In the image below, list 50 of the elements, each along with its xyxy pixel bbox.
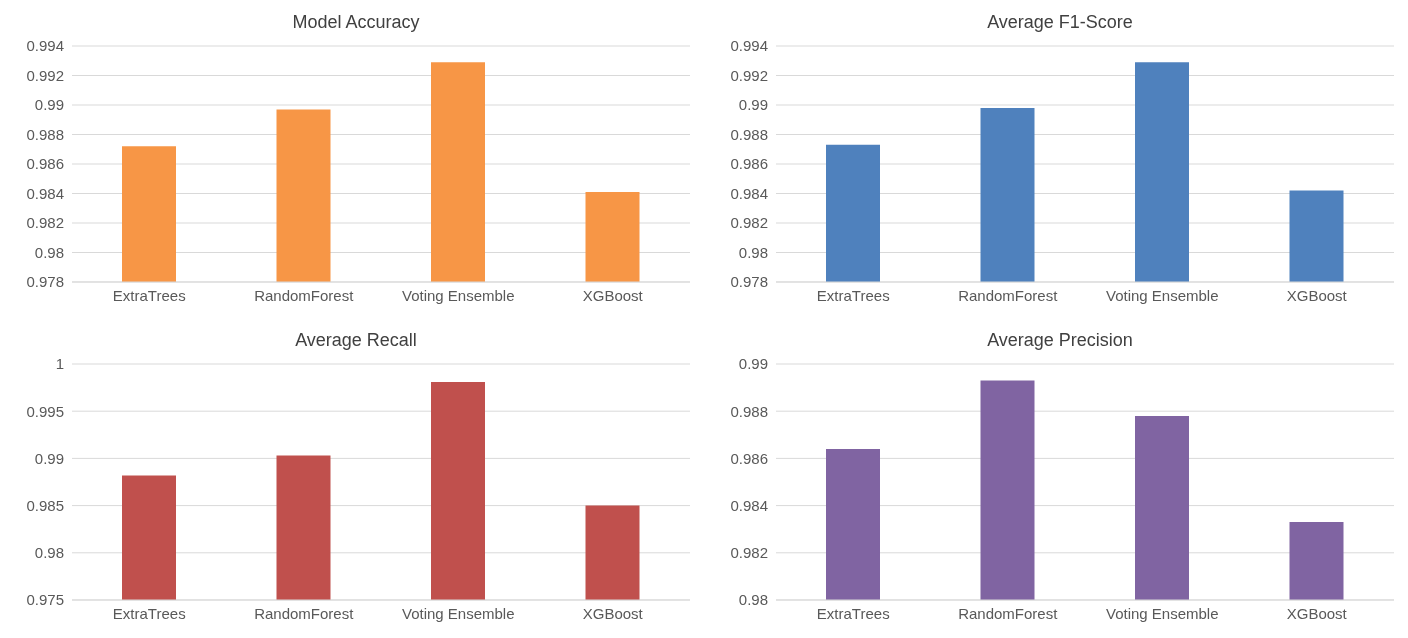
x-tick-label: RandomForest (958, 286, 1059, 304)
y-tick-label: 0.984 (730, 184, 768, 202)
x-tick-label: Voting Ensemble (401, 604, 515, 622)
y-tick-label: 0.985 (26, 496, 64, 514)
y-tick-label: 0.982 (26, 214, 64, 232)
x-tick-label: Voting Ensemble (401, 286, 515, 304)
y-tick-label: 0.99 (34, 96, 64, 114)
y-tick-label: 0.994 (26, 37, 64, 55)
x-tick-label: ExtraTrees (112, 604, 186, 622)
x-tick-label: ExtraTrees (112, 286, 186, 304)
y-tick-label: 0.98 (34, 243, 64, 261)
y-tick-label: 0.978 (730, 273, 768, 291)
y-tick-label: 0.994 (730, 37, 768, 55)
y-tick-label: 0.99 (34, 449, 64, 467)
x-tick-label: ExtraTrees (816, 604, 890, 622)
y-tick-label: 0.975 (26, 591, 64, 609)
y-tick-label: 0.99 (738, 355, 768, 373)
chart-title: Average F1-Score (986, 11, 1134, 34)
y-tick-label: 0.98 (738, 591, 768, 609)
x-tick-label: RandomForest (254, 604, 355, 622)
x-tick-label: Voting Ensemble (1105, 286, 1219, 304)
chart-title: Average Precision (986, 329, 1134, 352)
x-tick-label: XGBoost (582, 604, 644, 622)
y-tick-label: 0.986 (26, 155, 64, 173)
y-tick-label: 0.988 (730, 125, 768, 143)
x-tick-label: XGBoost (582, 286, 644, 304)
y-tick-label: 0.988 (26, 125, 64, 143)
y-tick-label: 0.982 (730, 544, 768, 562)
y-tick-label: 0.99 (738, 96, 768, 114)
y-tick-label: 0.978 (26, 273, 64, 291)
x-tick-label: Voting Ensemble (1105, 604, 1219, 622)
y-tick-label: 0.984 (730, 496, 768, 514)
y-tick-label: 0.992 (26, 66, 64, 84)
y-tick-label: 0.98 (738, 243, 768, 261)
x-tick-label: XGBoost (1286, 286, 1348, 304)
y-tick-label: 0.986 (730, 155, 768, 173)
x-tick-label: XGBoost (1286, 604, 1348, 622)
x-tick-label: RandomForest (254, 286, 355, 304)
y-tick-label: 0.982 (730, 214, 768, 232)
chart-title: Model Accuracy (291, 11, 421, 34)
y-tick-label: 0.988 (730, 402, 768, 420)
y-tick-label: 0.992 (730, 66, 768, 84)
y-tick-label: 0.986 (730, 449, 768, 467)
y-tick-label: 0.984 (26, 184, 64, 202)
chart-title: Average Recall (294, 329, 418, 352)
x-tick-label: ExtraTrees (816, 286, 890, 304)
y-tick-label: 0.995 (26, 402, 64, 420)
y-tick-label: 0.98 (34, 544, 64, 562)
x-tick-label: RandomForest (958, 604, 1059, 622)
y-tick-label: 1 (55, 355, 64, 373)
